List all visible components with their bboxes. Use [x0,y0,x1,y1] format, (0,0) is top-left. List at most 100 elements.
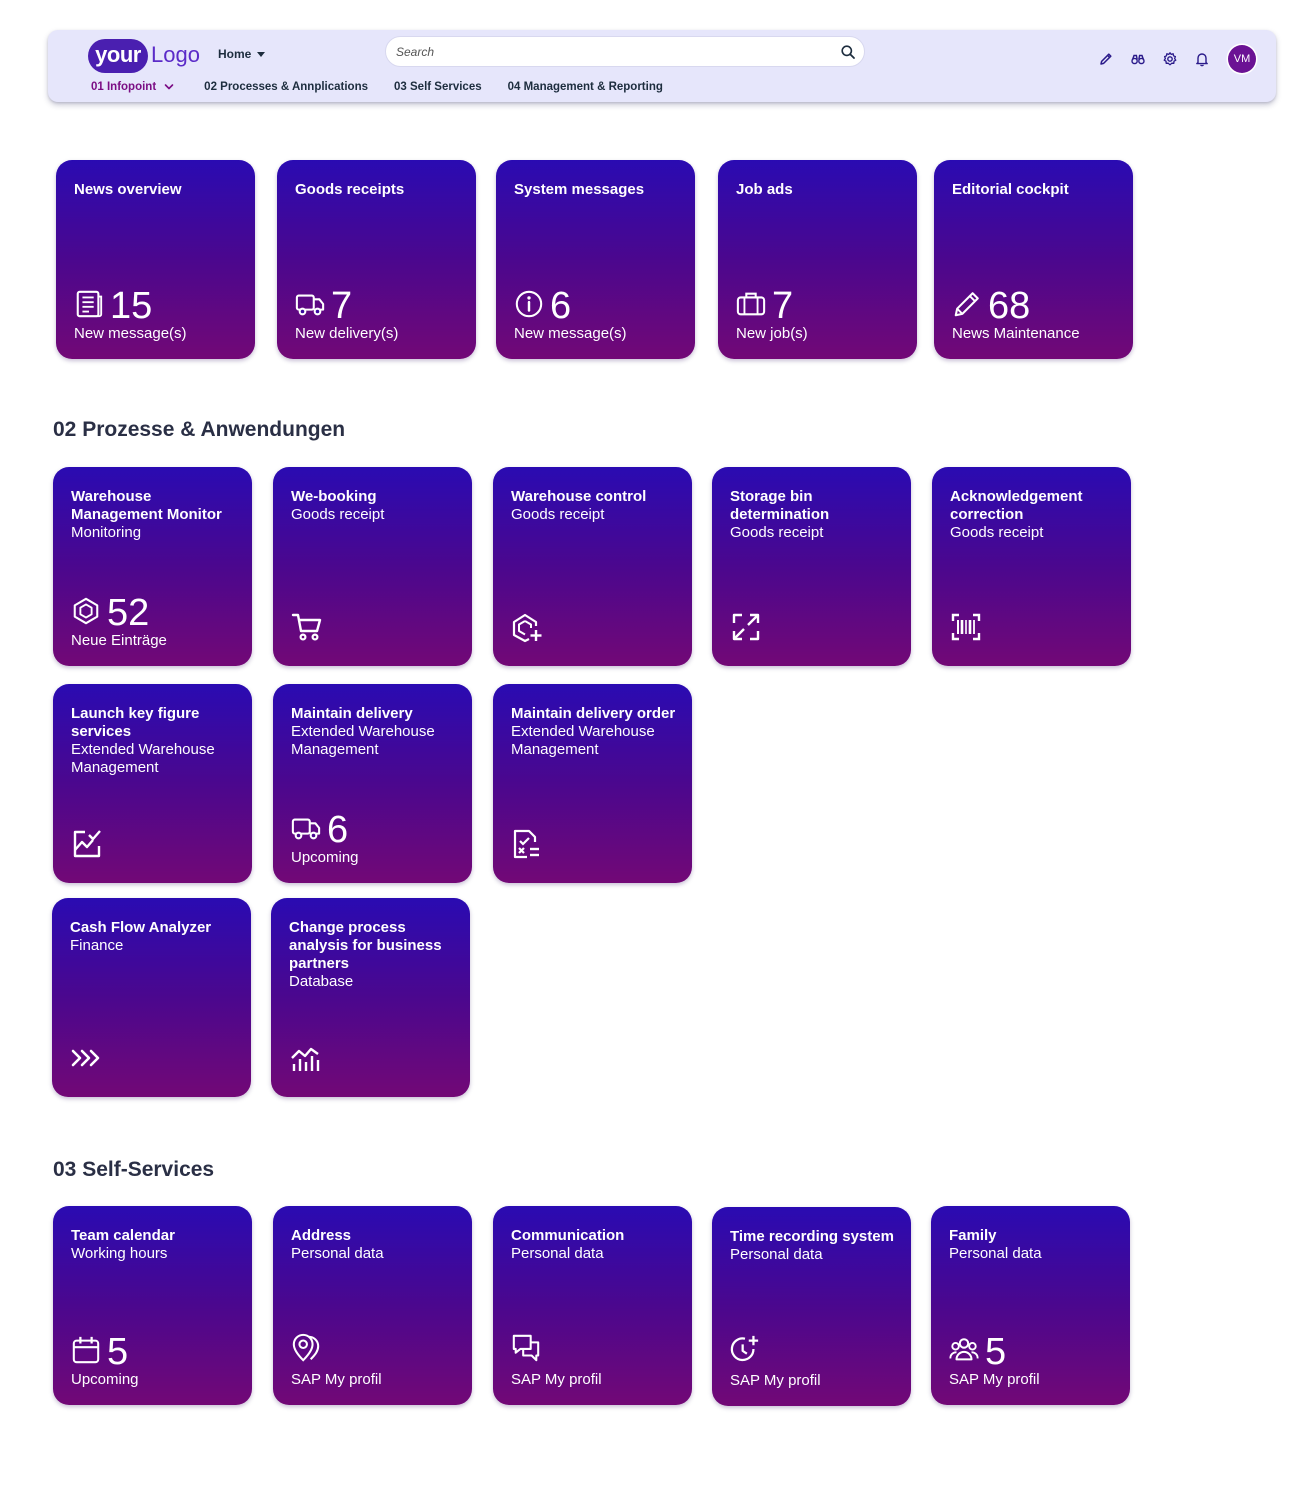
tile-info: New message(s) [514,325,627,342]
tile-title-text: Cash Flow Analyzer [70,919,212,936]
logo-badge: your [88,39,148,73]
tile-editorial-cockpit[interactable]: Editorial cockpit 68 News Maintenance [934,160,1133,359]
tile-info: Upcoming [291,849,359,866]
tile-title-text: Launch key figure services [71,705,200,740]
bell-icon [1196,53,1208,67]
search-input[interactable] [396,42,826,62]
tile-subtitle: Goods receipt [291,506,385,523]
tile-title: We-booking Goods receipt [291,488,458,524]
tile-address[interactable]: Address Personal data SAP My profil [273,1206,472,1405]
tile-title-text: Family [949,1227,997,1244]
chevron-down-icon [164,84,174,90]
tile-change-process-analysis[interactable]: Change process analysis for business par… [271,898,470,1097]
tile-title: Storage bin determination Goods receipt [730,488,897,542]
tile-info: SAP My profil [511,1371,602,1388]
tile-we-booking[interactable]: We-booking Goods receipt [273,467,472,666]
line-chart-icon [291,1047,320,1071]
tile-subtitle: Personal data [949,1245,1042,1262]
tile-warehouse-management-monitor[interactable]: Warehouse Management Monitor Monitoring … [53,467,252,666]
tile-time-recording-system[interactable]: Time recording system Personal data SAP … [712,1207,911,1406]
tile-job-ads[interactable]: Job ads 7 New job(s) [718,160,917,359]
tile-title: Cash Flow Analyzer Finance [70,919,237,955]
tile-family[interactable]: Family Personal data 5 SAP My profil [931,1206,1130,1405]
tile-title: Communication Personal data [511,1227,678,1263]
tile-number: 5 [107,1331,129,1373]
home-menu-button[interactable]: Home [218,47,266,61]
tile-number: 52 [107,592,150,634]
tile-goods-receipts[interactable]: Goods receipts 7 New delivery(s) [277,160,476,359]
pencil-icon [954,292,979,317]
nav-management-reporting[interactable]: 04 Management & Reporting [507,81,663,93]
company-logo[interactable]: your Logo [88,39,206,73]
logo-text: Logo [151,42,200,67]
tile-subtitle: Database [289,973,354,990]
settings-button[interactable] [1161,50,1179,68]
clock-add-icon [730,1335,759,1362]
search-field[interactable] [385,36,865,67]
tile-title: Acknowledgement correction Goods receipt [950,488,1117,542]
nav-processes[interactable]: 02 Processes & Annplications [204,81,369,93]
tile-title: Change process analysis for business par… [289,919,456,991]
group-icon [949,1338,979,1361]
notifications-button[interactable] [1193,50,1211,68]
tile-title-text: Warehouse Management Monitor [71,488,222,523]
truck-icon [295,294,325,316]
tile-title: Warehouse control Goods receipt [511,488,678,524]
tile-subtitle: Personal data [730,1246,823,1263]
tile-subtitle: Personal data [291,1245,384,1262]
nav-infopoint[interactable]: 01 Infopoint [91,81,174,93]
pencil-icon [1100,53,1112,65]
tile-title: Goods receipts [295,181,405,198]
tile-title-text: Change process analysis for business par… [289,919,442,972]
tile-title: Maintain delivery Extended Warehouse Man… [291,705,458,759]
tile-subtitle: Extended Warehouse Management [511,723,655,758]
tile-info: SAP My profil [949,1371,1040,1388]
tile-warehouse-control[interactable]: Warehouse control Goods receipt [493,467,692,666]
search-icon[interactable] [840,44,856,60]
info-icon [515,290,543,318]
barcode-icon [951,613,981,641]
tile-title: Team calendar Working hours [71,1227,238,1263]
main-navigation: 01 Infopoint 02 Processes & Annplication… [91,78,689,96]
tile-system-messages[interactable]: System messages 6 New message(s) [496,160,695,359]
tile-title: Maintain delivery order Extended Warehou… [511,705,678,759]
add-cube-icon [512,613,542,643]
tile-subtitle: Extended Warehouse Management [291,723,435,758]
tile-subtitle: Monitoring [71,524,142,541]
news-icon [76,290,103,318]
home-label: Home [218,47,252,61]
tile-team-calendar[interactable]: Team calendar Working hours 5 Upcoming [53,1206,252,1405]
tile-number: 7 [772,285,794,327]
tile-acknowledgement-correction[interactable]: Acknowledgement correction Goods receipt [932,467,1131,666]
tile-title-text: Warehouse control [511,488,647,505]
shell-actions: VM [1097,45,1256,73]
tile-maintain-delivery-order[interactable]: Maintain delivery order Extended Warehou… [493,684,692,883]
tile-storage-bin-determination[interactable]: Storage bin determination Goods receipt [712,467,911,666]
caret-down-icon [257,51,266,57]
chevrons-right-icon [71,1049,100,1067]
tile-cash-flow-analyzer[interactable]: Cash Flow Analyzer Finance [52,898,251,1097]
chat-icon [512,1334,540,1362]
trend-check-icon [73,830,101,858]
cart-icon [291,613,322,641]
binoculars-button[interactable] [1129,50,1147,68]
tile-title: Warehouse Management Monitor Monitoring [71,488,238,542]
tile-number: 68 [988,285,1031,327]
edit-button[interactable] [1097,50,1115,68]
tile-number: 15 [110,285,153,327]
tile-maintain-delivery[interactable]: Maintain delivery Extended Warehouse Man… [273,684,472,883]
tile-title: Family Personal data [949,1227,1116,1263]
tile-title: Editorial cockpit [952,181,1069,198]
expand-icon [732,613,760,641]
tile-title: Launch key figure services Extended Ware… [71,705,238,777]
tile-launch-key-figure-services[interactable]: Launch key figure services Extended Ware… [53,684,252,883]
tile-title-text: Maintain delivery [291,705,413,722]
tile-news-overview[interactable]: News overview 15 New message(s) [56,160,255,359]
briefcase-icon [736,292,766,316]
nav-self-services[interactable]: 03 Self Services [394,81,482,93]
section-title-self-services: 03 Self-Services [53,1158,215,1181]
user-avatar[interactable]: VM [1228,45,1256,73]
tile-title: System messages [514,181,645,198]
tile-number: 5 [985,1331,1007,1373]
tile-communication[interactable]: Communication Personal data SAP My profi… [493,1206,692,1405]
